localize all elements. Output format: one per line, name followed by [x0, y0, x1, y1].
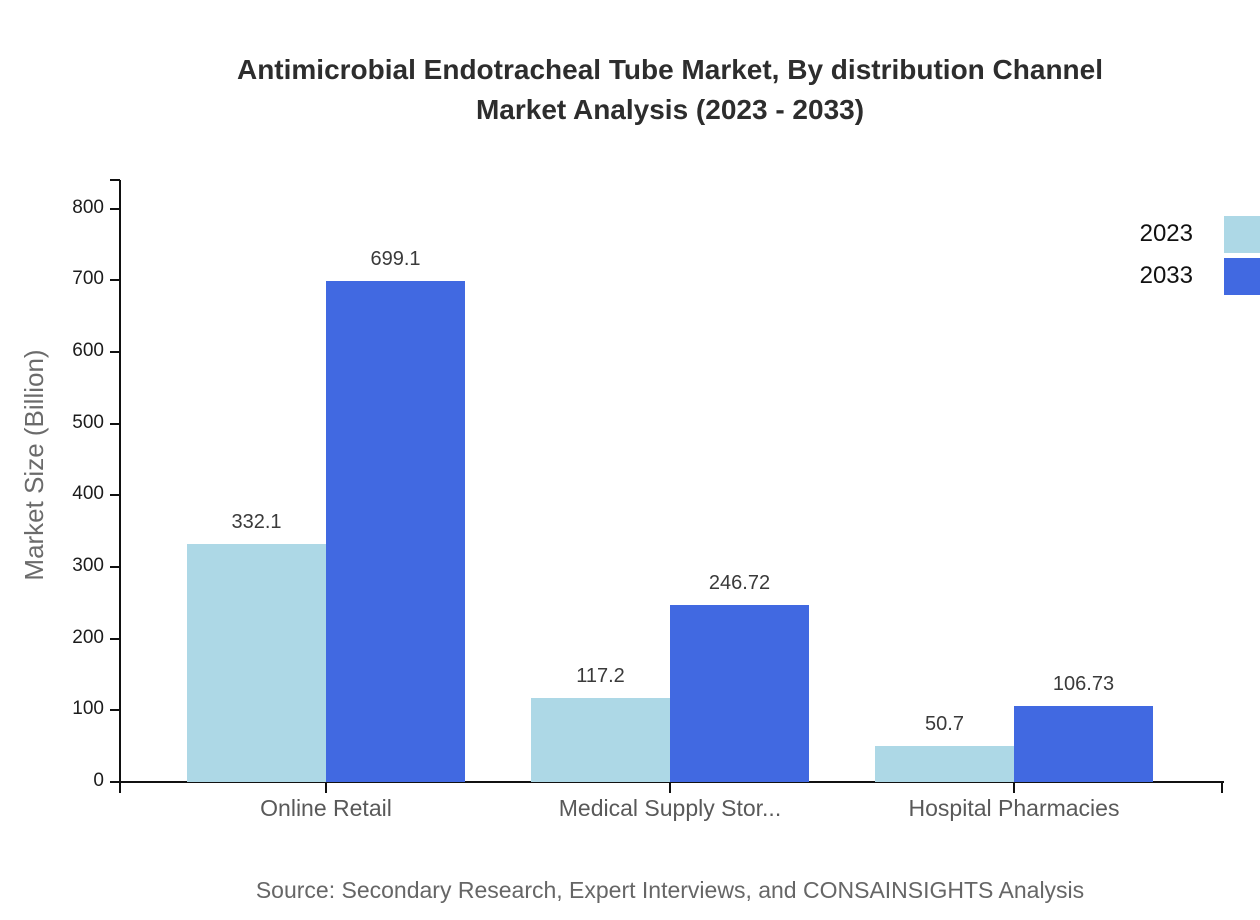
chart-title-line1: Antimicrobial Endotracheal Tube Market, …	[236, 54, 1104, 85]
y-tick-label: 700	[72, 268, 104, 289]
y-tick-label: 200	[72, 627, 104, 648]
y-tick-label: 400	[72, 483, 104, 504]
x-tick-mark	[1221, 783, 1223, 793]
bar-value-label: 50.7	[925, 713, 964, 735]
x-axis-line	[119, 781, 1224, 783]
y-tick-mark	[110, 208, 120, 210]
legend-item-2033: 2033	[1040, 255, 1260, 297]
y-tick-label: 800	[72, 197, 104, 218]
bar-value-label: 332.1	[231, 511, 282, 533]
legend-color-swatch	[1224, 215, 1260, 253]
y-tick-mark	[110, 566, 120, 568]
y-tick-label: 500	[72, 412, 104, 433]
bar-2023	[531, 698, 670, 782]
x-tick-mark	[119, 783, 121, 793]
bar-value-label: 246.72	[708, 572, 771, 594]
x-category-label: Medical Supply Stor...	[558, 795, 782, 821]
x-tick-mark	[325, 783, 327, 793]
bar-2033	[1014, 706, 1153, 782]
y-axis-line	[119, 180, 121, 783]
bar-value-label: 699.1	[370, 248, 421, 270]
bar-value-label: 106.73	[1052, 673, 1115, 695]
y-tick-mark	[110, 423, 120, 425]
bar-2023	[187, 544, 326, 782]
source-note: Source: Secondary Research, Expert Inter…	[255, 877, 1085, 903]
x-tick-mark	[669, 783, 671, 793]
y-tick-label: 100	[72, 698, 104, 719]
bar-value-label: 117.2	[576, 665, 625, 687]
y-tick-mark	[110, 638, 120, 640]
y-tick-mark	[110, 494, 120, 496]
legend-item-2023: 2023	[1040, 213, 1260, 255]
y-tick-mark	[110, 279, 120, 281]
x-tick-mark	[1013, 783, 1015, 793]
y-tick-mark	[110, 709, 120, 711]
y-tick-mark	[110, 351, 120, 353]
y-axis-end-tick	[110, 179, 120, 181]
chart-title-line2: Market Analysis (2023 - 2033)	[475, 94, 865, 125]
x-category-label: Online Retail	[260, 795, 392, 821]
x-category-label: Hospital Pharmacies	[908, 795, 1120, 821]
bar-2023	[875, 746, 1014, 782]
bar-2033	[326, 281, 465, 782]
y-tick-label: 0	[93, 770, 104, 791]
y-tick-mark	[110, 781, 120, 783]
y-tick-label: 600	[72, 340, 104, 361]
bar-2033	[670, 605, 809, 782]
chart-title: Antimicrobial Endotracheal Tube Market, …	[80, 50, 1260, 130]
legend-item-label: 2033	[1139, 262, 1193, 289]
legend-item-label: 2023	[1139, 220, 1193, 247]
legend: 2023 2033	[1040, 213, 1260, 297]
legend-color-swatch	[1224, 257, 1260, 295]
y-tick-label: 300	[72, 555, 104, 576]
